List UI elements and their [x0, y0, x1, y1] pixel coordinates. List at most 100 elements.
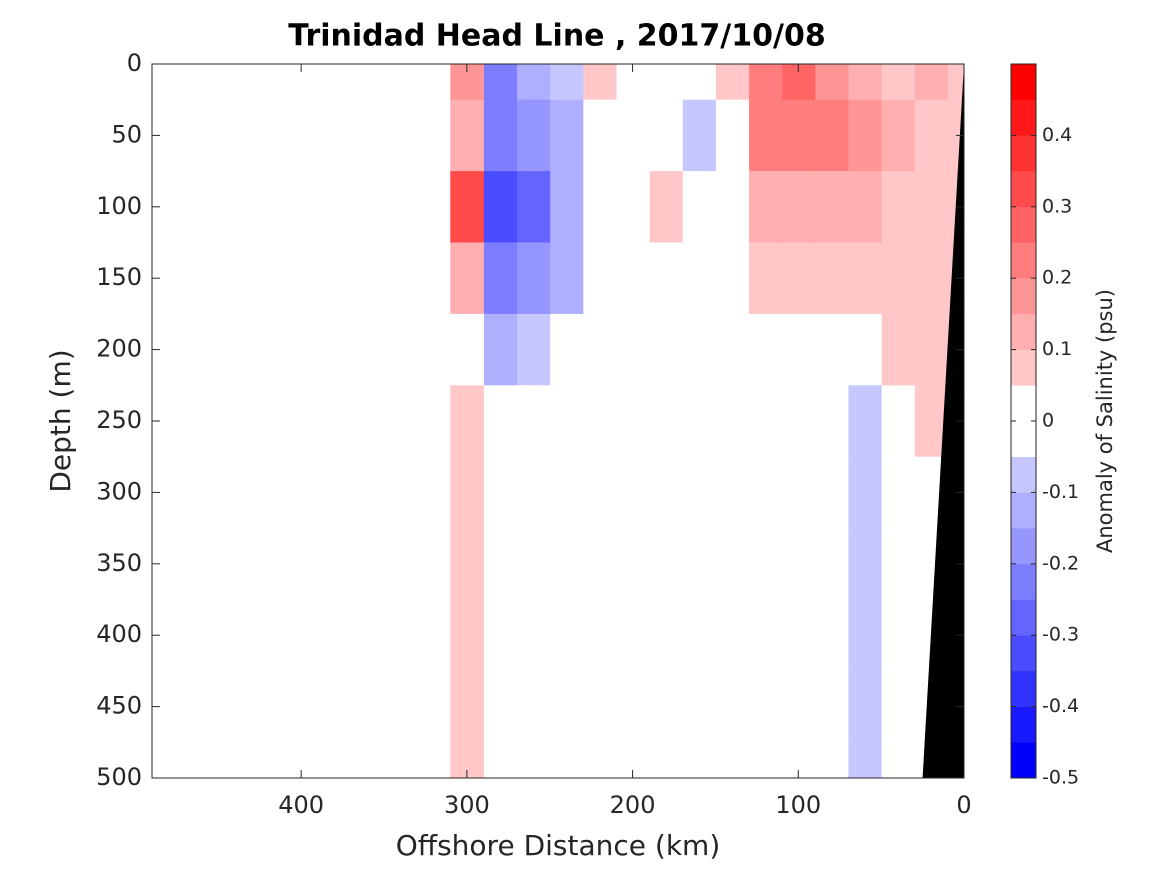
contour-cell — [516, 313, 551, 386]
x-tick-label: 400 — [278, 791, 324, 819]
contour-cell — [450, 242, 484, 315]
contour-cell — [682, 64, 716, 101]
contour-cell — [914, 313, 948, 386]
contour-cell — [649, 456, 683, 529]
colorbar-tick-label: 0 — [1042, 410, 1054, 432]
contour-cell — [649, 64, 683, 101]
contour-cell — [914, 99, 948, 172]
y-tick-label: 200 — [96, 335, 142, 363]
colorbar-tick-label: -0.5 — [1042, 767, 1079, 789]
contour-cell — [881, 670, 915, 743]
colorbar-band — [1011, 742, 1036, 779]
contour-cell — [616, 242, 650, 315]
contour-cell — [483, 385, 518, 458]
contour-cell — [781, 171, 816, 243]
contour-cell — [715, 385, 750, 458]
y-axis-label: Depth (m) — [44, 349, 77, 492]
contour-cell — [450, 99, 484, 172]
contour-cell — [848, 742, 882, 779]
colorbar-tick-label: -0.2 — [1042, 552, 1079, 574]
contour-cell — [549, 313, 584, 386]
contour-cell — [914, 242, 948, 315]
contour-cell — [848, 99, 882, 172]
contour-cell — [814, 99, 849, 172]
contour-cell — [781, 242, 816, 315]
contour-cell — [881, 385, 915, 458]
contour-cell — [582, 742, 617, 779]
contour-cell — [649, 171, 683, 243]
contour-cell — [516, 599, 551, 672]
colorbar-label: Anomaly of Salinity (psu) — [1093, 289, 1117, 553]
y-tick-label: 300 — [96, 477, 142, 505]
contour-cell — [748, 99, 783, 172]
contour-cell — [848, 64, 882, 101]
contour-cell — [549, 385, 584, 458]
contour-cell — [616, 528, 650, 600]
contour-cell — [450, 313, 484, 386]
colorbar-tick-label: 0.2 — [1042, 267, 1072, 289]
contour-cell — [549, 670, 584, 743]
contour-cell — [616, 313, 650, 386]
contour-cell — [516, 456, 551, 529]
colorbar-tick-label: -0.1 — [1042, 481, 1079, 503]
contour-cell — [450, 385, 484, 458]
contour-cell — [649, 599, 683, 672]
y-tick-label: 450 — [96, 692, 142, 720]
contour-cell — [781, 385, 816, 458]
chart-title: Trinidad Head Line , 2017/10/08 — [288, 19, 825, 54]
contour-cell — [516, 742, 551, 779]
contour-cell — [682, 599, 716, 672]
colorbar-band — [1011, 670, 1036, 707]
contour-cell — [450, 528, 484, 600]
contour-cell — [582, 456, 617, 529]
contour-cell — [582, 171, 617, 243]
colorbar-band — [1011, 706, 1036, 743]
contour-cell — [715, 670, 750, 743]
contour-cell — [748, 528, 783, 600]
contour-cell — [715, 99, 750, 172]
contour-cell — [848, 528, 882, 600]
contour-cell — [781, 599, 816, 672]
colorbar-band — [1011, 64, 1036, 100]
contour-cell — [649, 99, 683, 172]
x-tick-label: 100 — [775, 791, 821, 819]
contour-cell — [814, 670, 849, 743]
x-tick-label: 0 — [956, 791, 971, 819]
contour-cell — [616, 171, 650, 243]
contour-cell — [516, 385, 551, 458]
contour-cell — [549, 528, 584, 600]
contour-cell — [881, 313, 915, 386]
contour-cell — [881, 456, 915, 529]
contour-cell — [549, 64, 584, 101]
contour-cell — [881, 742, 915, 779]
contour-cell — [483, 313, 518, 386]
contour-cell — [582, 528, 617, 600]
contour-cell — [881, 171, 915, 243]
colorbar-tick-label: 0.1 — [1042, 338, 1072, 360]
colorbar-band — [1011, 99, 1036, 136]
contour-cell — [781, 528, 816, 600]
contour-cell — [483, 99, 518, 172]
contour-cell — [748, 385, 783, 458]
contour-cell — [582, 99, 617, 172]
contour-cell — [781, 670, 816, 743]
y-tick-label: 0 — [127, 49, 142, 77]
contour-cell — [682, 670, 716, 743]
x-tick-label: 200 — [610, 791, 656, 819]
contour-cell — [682, 742, 716, 779]
contour-cell — [549, 242, 584, 315]
contour-cell — [549, 742, 584, 779]
contour-cell — [582, 64, 617, 101]
contour-cell — [781, 456, 816, 529]
contour-cell — [814, 456, 849, 529]
contour-cell — [649, 313, 683, 386]
contour-cell — [814, 742, 849, 779]
colorbar-tick-label: 0.3 — [1042, 195, 1072, 217]
contour-cell — [914, 64, 948, 101]
colorbar-tick-label: 0.4 — [1042, 124, 1072, 146]
contour-cell — [715, 313, 750, 386]
contour-cell — [748, 171, 783, 243]
contour-cell — [748, 670, 783, 743]
contour-cell — [682, 99, 716, 172]
